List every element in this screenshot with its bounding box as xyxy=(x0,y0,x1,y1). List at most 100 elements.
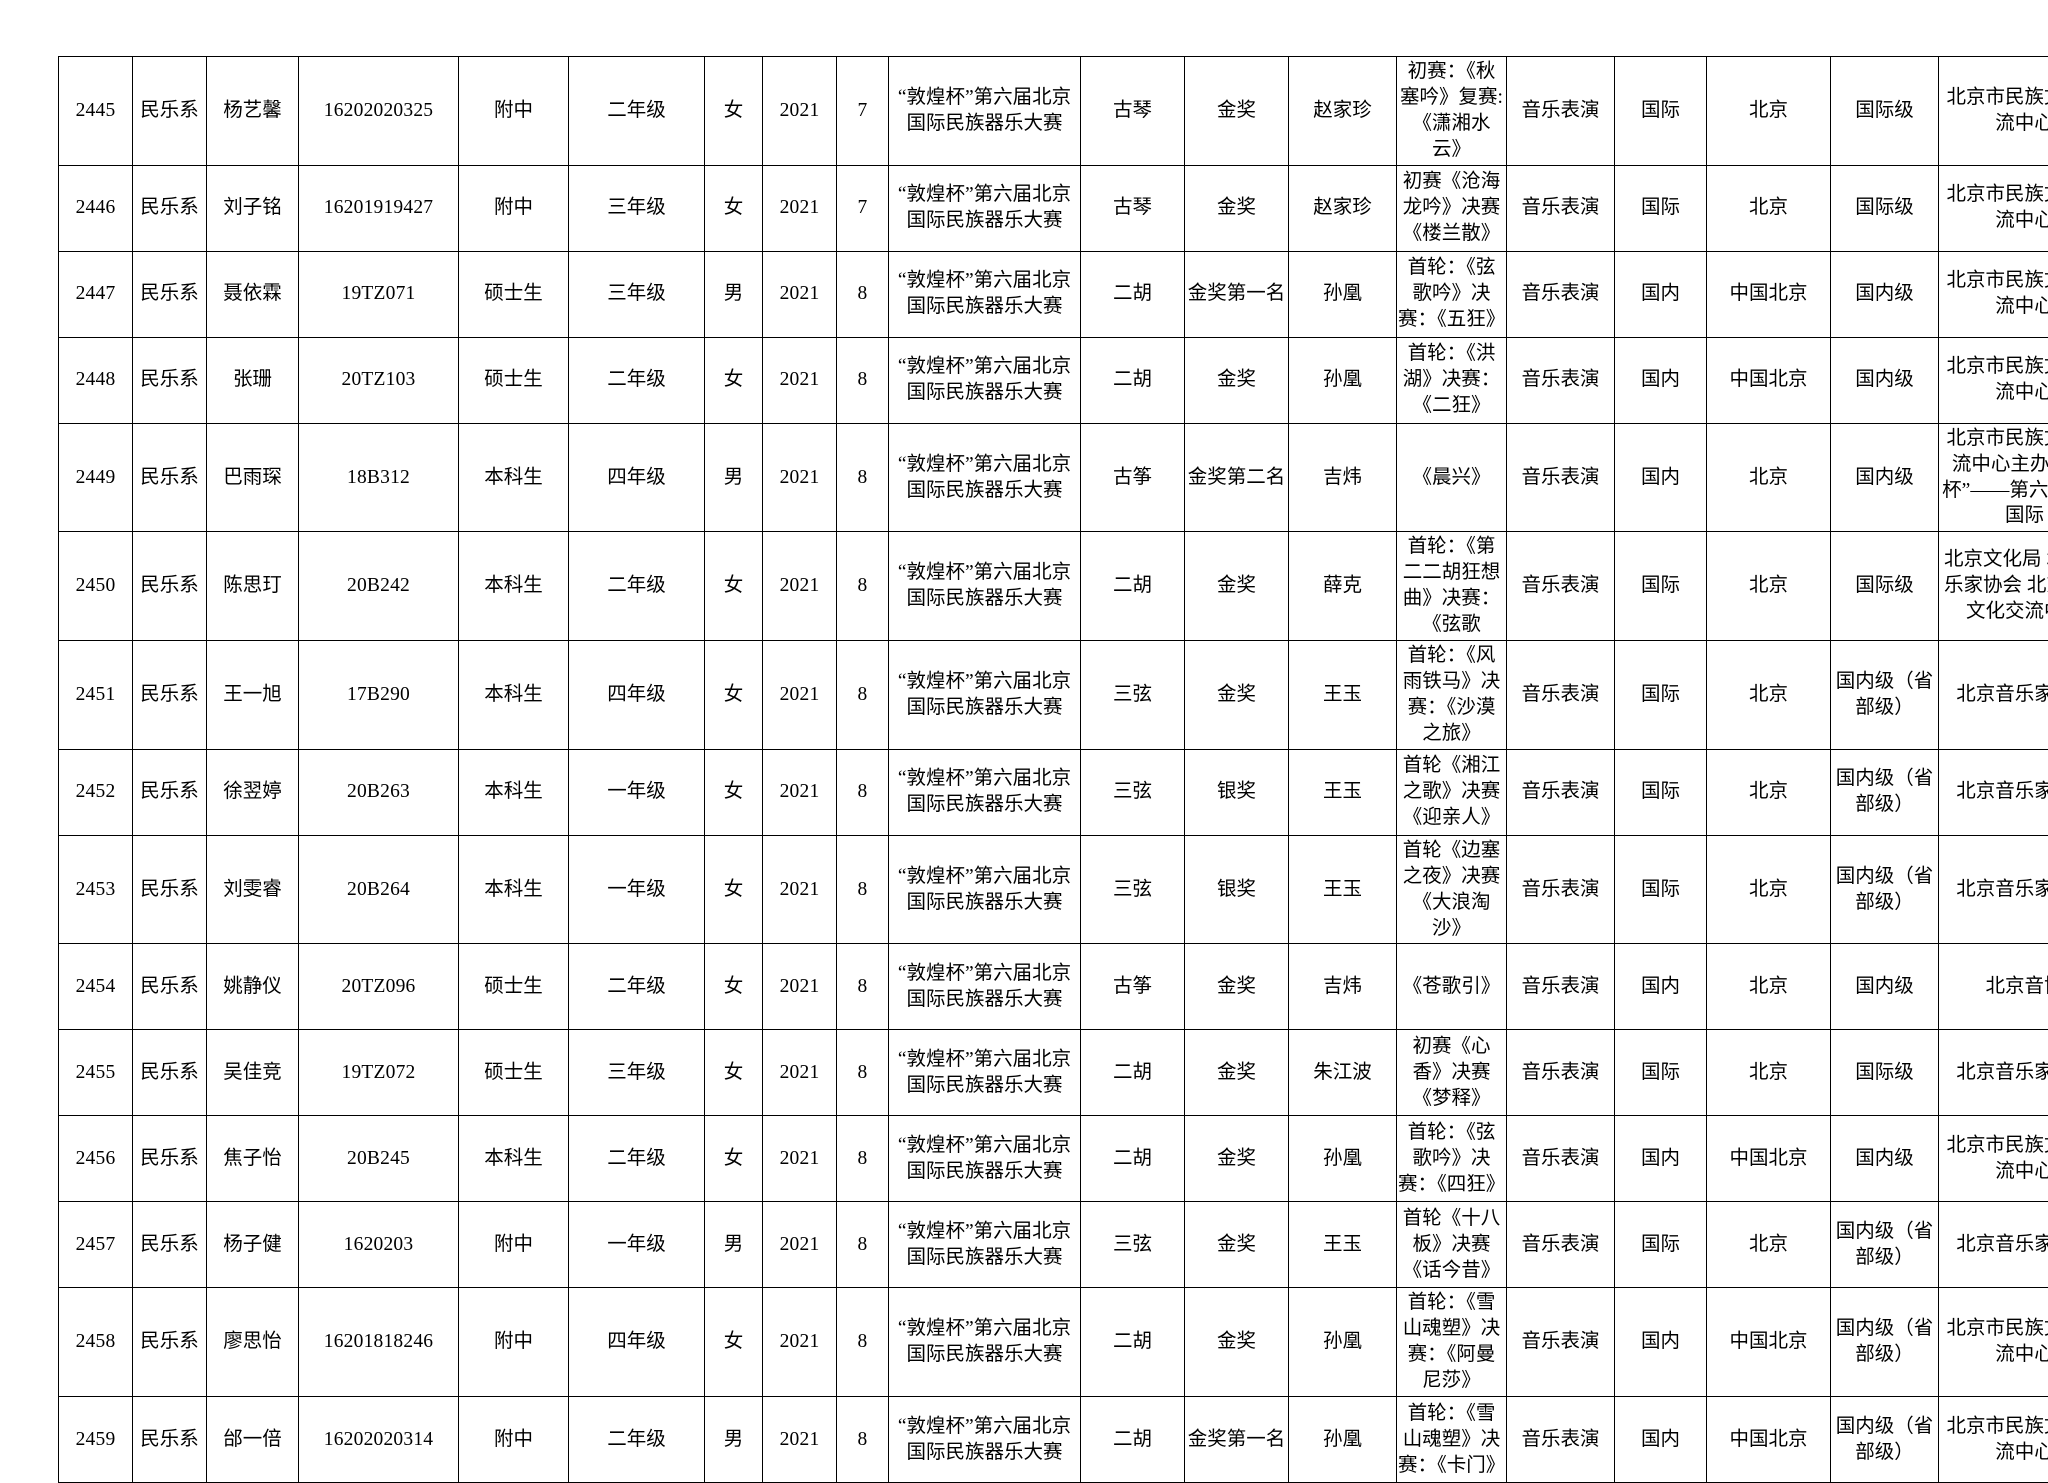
cell-text: 三弦 xyxy=(1113,684,1152,705)
cell-text: 硕士生 xyxy=(484,976,543,997)
cell-text: 音乐表演 xyxy=(1521,1234,1599,1255)
cell-year: 2021 xyxy=(763,532,837,641)
cell-seq: 2449 xyxy=(59,423,133,532)
cell-level: 本科生 xyxy=(459,641,569,750)
cell-gender: 男 xyxy=(705,1202,763,1288)
cell-text: 北京市民族文化交流中心 xyxy=(1946,184,2048,231)
cell-org: 北京音乐家协会 xyxy=(1939,835,2048,944)
cell-major: 音乐表演 xyxy=(1507,1030,1615,1116)
cell-text: “敦煌杯”第六届北京国际民族器乐大赛 xyxy=(898,963,1071,1010)
cell-text: 国内 xyxy=(1641,1148,1680,1169)
cell-place: 中国北京 xyxy=(1707,251,1831,337)
cell-sid: 16202020314 xyxy=(299,1397,459,1483)
cell-program: 初赛《沧海龙吟》决赛《楼兰散》 xyxy=(1397,165,1507,251)
cell-text: 20TZ096 xyxy=(342,976,416,997)
cell-org: 北京市民族文化交流中心 xyxy=(1939,251,2048,337)
cell-name: 吴佳竞 xyxy=(207,1030,299,1116)
cell-major: 音乐表演 xyxy=(1507,423,1615,532)
cell-prize: 金奖 xyxy=(1185,1116,1289,1202)
cell-sid: 19TZ071 xyxy=(299,251,459,337)
cell-seq: 2446 xyxy=(59,165,133,251)
cell-text: 女 xyxy=(724,100,744,121)
cell-text: 2021 xyxy=(780,369,820,390)
cell-gender: 女 xyxy=(705,337,763,423)
cell-inst: 二胡 xyxy=(1081,251,1185,337)
cell-text: 附中 xyxy=(494,1234,533,1255)
cell-text: 国内级（省部级） xyxy=(1836,1416,1934,1463)
cell-prize: 金奖 xyxy=(1185,57,1289,166)
cell-text: 女 xyxy=(724,781,744,802)
cell-place: 中国北京 xyxy=(1707,1397,1831,1483)
cell-inst: 三弦 xyxy=(1081,835,1185,944)
cell-text: 民乐系 xyxy=(140,100,199,121)
cell-year: 2021 xyxy=(763,337,837,423)
cell-text: 陈思玎 xyxy=(223,575,282,596)
cell-text: 聂依霖 xyxy=(223,283,282,304)
cell-text: 男 xyxy=(724,1429,744,1450)
cell-text: 中国北京 xyxy=(1729,283,1807,304)
cell-program: 首轮《十八板》决赛《话今昔》 xyxy=(1397,1202,1507,1288)
cell-dept: 民乐系 xyxy=(133,835,207,944)
cell-inst: 古筝 xyxy=(1081,944,1185,1030)
cell-dept: 民乐系 xyxy=(133,532,207,641)
cell-contest: “敦煌杯”第六届北京国际民族器乐大赛 xyxy=(889,165,1081,251)
cell-seq: 2457 xyxy=(59,1202,133,1288)
cell-inst: 三弦 xyxy=(1081,641,1185,750)
cell-name: 刘子铭 xyxy=(207,165,299,251)
cell-text: 金奖 xyxy=(1217,369,1256,390)
cell-text: 女 xyxy=(724,575,744,596)
cell-name: 张珊 xyxy=(207,337,299,423)
cell-inst: 古琴 xyxy=(1081,165,1185,251)
cell-seq: 2453 xyxy=(59,835,133,944)
cell-text: 国内级 xyxy=(1855,369,1914,390)
cell-level: 本科生 xyxy=(459,423,569,532)
cell-text: 古筝 xyxy=(1113,976,1152,997)
cell-text: 四年级 xyxy=(607,467,666,488)
cell-major: 音乐表演 xyxy=(1507,251,1615,337)
cell-text: 硕士生 xyxy=(484,369,543,390)
cell-text: 8 xyxy=(858,1429,868,1450)
cell-text: 国际 xyxy=(1641,197,1680,218)
cell-text: 一年级 xyxy=(607,1234,666,1255)
cell-program: 首轮《湘江之歌》决赛《迎亲人》 xyxy=(1397,749,1507,835)
cell-major: 音乐表演 xyxy=(1507,749,1615,835)
cell-text: 金奖 xyxy=(1217,1148,1256,1169)
cell-level: 硕士生 xyxy=(459,1030,569,1116)
cell-text: 王玉 xyxy=(1323,1234,1362,1255)
cell-text: 北京市民族文化交流中心 xyxy=(1946,1318,2048,1365)
cell-prize: 金奖 xyxy=(1185,1288,1289,1397)
cell-rank: 国内级 xyxy=(1831,944,1939,1030)
cell-text: 中国北京 xyxy=(1729,1429,1807,1450)
cell-text: 古筝 xyxy=(1113,467,1152,488)
cell-text: 刘雯睿 xyxy=(223,879,282,900)
cell-text: 硕士生 xyxy=(484,1062,543,1083)
cell-scope: 国际 xyxy=(1615,749,1707,835)
cell-text: 2021 xyxy=(780,197,820,218)
cell-major: 音乐表演 xyxy=(1507,1202,1615,1288)
cell-inst: 二胡 xyxy=(1081,532,1185,641)
cell-prize: 金奖 xyxy=(1185,165,1289,251)
cell-text: 音乐表演 xyxy=(1521,467,1599,488)
cell-year: 2021 xyxy=(763,57,837,166)
cell-text: 16201818246 xyxy=(324,1331,433,1352)
cell-org: 北京音乐家协会 xyxy=(1939,1202,2048,1288)
cell-text: 三弦 xyxy=(1113,879,1152,900)
cell-month: 8 xyxy=(837,1288,889,1397)
cell-text: 二年级 xyxy=(607,100,666,121)
cell-text: 8 xyxy=(858,1234,868,1255)
cell-rank: 国内级 xyxy=(1831,337,1939,423)
cell-text: 国际 xyxy=(1641,684,1680,705)
cell-text: 音乐表演 xyxy=(1521,369,1599,390)
cell-text: 二胡 xyxy=(1113,575,1152,596)
cell-text: 民乐系 xyxy=(140,283,199,304)
cell-text: 本科生 xyxy=(484,1148,543,1169)
cell-text: 北京 xyxy=(1749,781,1788,802)
cell-text: 8 xyxy=(858,879,868,900)
cell-scope: 国际 xyxy=(1615,641,1707,750)
cell-seq: 2445 xyxy=(59,57,133,166)
cell-text: 国际级 xyxy=(1855,100,1914,121)
cell-contest: “敦煌杯”第六届北京国际民族器乐大赛 xyxy=(889,423,1081,532)
cell-major: 音乐表演 xyxy=(1507,641,1615,750)
